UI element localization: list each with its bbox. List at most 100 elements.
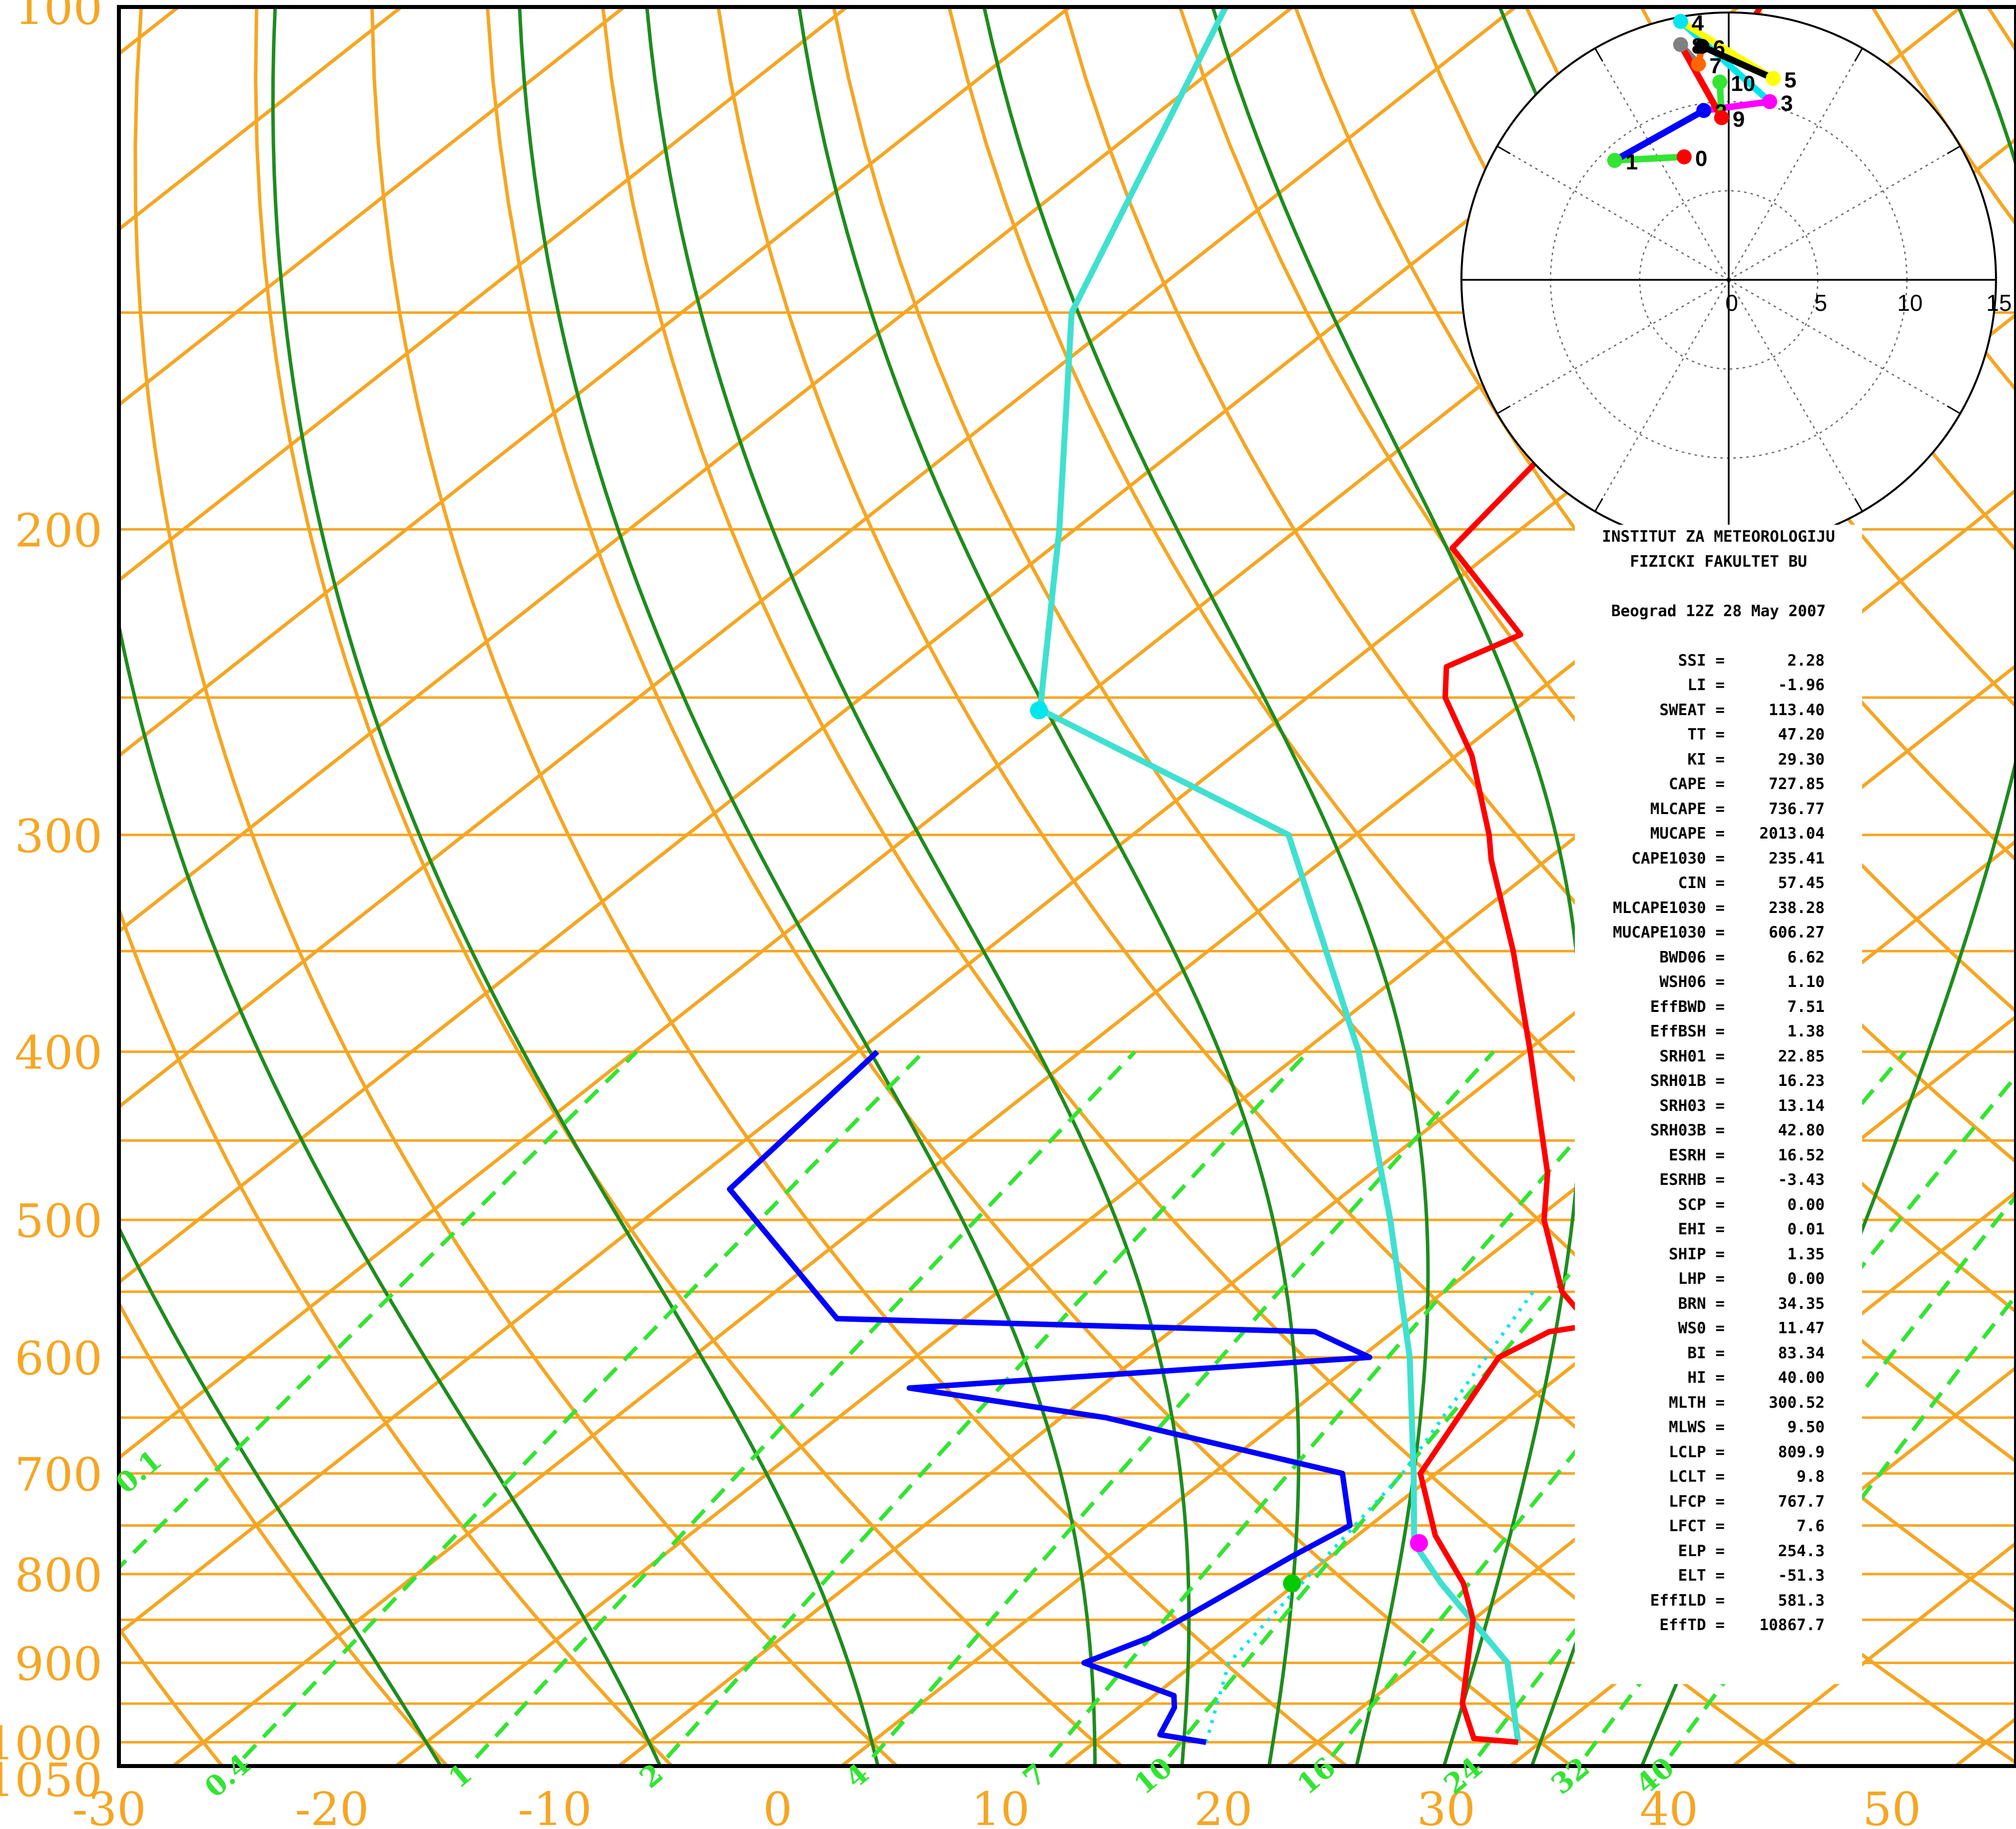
isotherm--30 xyxy=(170,312,2016,1766)
index-value: 767.7 xyxy=(1778,1492,1825,1511)
index-key: EffBSH = xyxy=(1650,1022,1725,1040)
p-tick-label: 600 xyxy=(14,1332,102,1385)
index-value: 16.52 xyxy=(1778,1146,1825,1164)
index-row: MLCAPE1030 = 238.28 xyxy=(1575,896,1862,921)
index-row: CAPE = 727.85 xyxy=(1575,772,1862,797)
hodograph-spoke xyxy=(1728,48,1863,280)
index-value: 11.47 xyxy=(1778,1319,1825,1337)
index-row: WSH06 = 1.10 xyxy=(1575,970,1862,995)
index-value: -3.43 xyxy=(1778,1171,1825,1189)
moist-adiabat--20 xyxy=(119,1224,443,1766)
index-key: EffBWD = xyxy=(1650,997,1725,1016)
hodograph-point xyxy=(1691,56,1706,72)
hodograph-point xyxy=(1694,38,1710,54)
hodograph-spoke xyxy=(1497,279,1729,414)
index-key: KI = xyxy=(1687,750,1725,769)
t-tick-label: -30 xyxy=(72,1783,146,1829)
dry-adiabat-50 xyxy=(716,7,2016,1765)
index-value: 57.45 xyxy=(1778,874,1825,892)
index-key: HI = xyxy=(1687,1369,1725,1387)
index-value: 727.85 xyxy=(1769,775,1825,793)
hodograph: 051015012345678910 xyxy=(1460,11,2012,548)
index-key: CIN = xyxy=(1678,874,1725,892)
index-value: 47.20 xyxy=(1778,726,1825,744)
index-key: SSI = xyxy=(1678,651,1725,670)
index-row: MLCAPE = 736.77 xyxy=(1575,797,1862,822)
hodograph-tick-label: 5 xyxy=(1815,290,1828,316)
hodograph-spoke xyxy=(1728,279,1961,414)
index-value: 2.28 xyxy=(1787,651,1825,670)
moist-adiabat-26 xyxy=(1211,7,1584,1766)
dewpoint-profile-line xyxy=(726,1049,1372,1745)
hodograph-spoke xyxy=(1594,48,1730,280)
index-row: LCLT = 9.8 xyxy=(1575,1465,1862,1490)
index-row: EffILD = 581.3 xyxy=(1575,1589,1862,1614)
mixing-ratio-line-5 xyxy=(1040,1050,1655,1766)
p-tick-label: 700 xyxy=(14,1448,102,1502)
t-tick-label: 10 xyxy=(971,1783,1030,1829)
marker-lfc xyxy=(1410,1534,1428,1552)
index-row: SRH01B = 16.23 xyxy=(1575,1069,1862,1094)
hodograph-spoke xyxy=(1594,279,1730,512)
isotherm--60 xyxy=(119,7,1740,1285)
mixing-ratio-line-1 xyxy=(233,1050,925,1766)
hodograph-tick-label: 15 xyxy=(1986,290,2012,316)
index-row: EffTD = 10867.7 xyxy=(1575,1613,1862,1638)
isotherm--110 xyxy=(119,7,626,407)
plot-frame xyxy=(117,5,2016,1768)
index-key: BI = xyxy=(1687,1344,1725,1362)
dry-adiabat-20 xyxy=(370,7,1349,1766)
p-tick-label: 800 xyxy=(14,1549,102,1602)
index-value: 300.52 xyxy=(1769,1393,1825,1412)
index-row: CIN = 57.45 xyxy=(1575,871,1862,896)
index-value: 581.3 xyxy=(1778,1591,1825,1610)
index-key: EffILD = xyxy=(1650,1591,1725,1610)
index-row: KI = 29.30 xyxy=(1575,748,1862,773)
index-row: ESRH = 16.52 xyxy=(1575,1143,1862,1168)
index-key: MLWS = xyxy=(1669,1418,1725,1436)
index-row: LFCT = 7.6 xyxy=(1575,1514,1862,1539)
index-value: -1.96 xyxy=(1778,676,1825,694)
index-value: 606.27 xyxy=(1769,923,1825,941)
index-value: 254.3 xyxy=(1778,1542,1825,1560)
index-value: 113.40 xyxy=(1769,701,1825,719)
index-value: 83.34 xyxy=(1778,1344,1825,1362)
indices-list: SSI = 2.28 LI = -1.96 SWEAT = 113.40 TT = 47.20… xyxy=(1575,649,1862,1638)
hodograph-point-label: 7 xyxy=(1709,53,1721,78)
hodograph-point xyxy=(1673,37,1688,52)
index-key: SWEAT = xyxy=(1659,701,1725,719)
index-key: ESRHB = xyxy=(1659,1171,1725,1189)
index-value: 1.38 xyxy=(1787,1022,1825,1040)
index-row: WS0 = 11.47 xyxy=(1575,1316,1862,1341)
hodograph-point-label: 0 xyxy=(1695,146,1707,171)
p-tick-label: 500 xyxy=(14,1194,102,1248)
hodograph-point-label: 3 xyxy=(1781,91,1793,115)
index-value: 1.35 xyxy=(1787,1245,1825,1263)
index-row: SRH03 = 13.14 xyxy=(1575,1094,1862,1119)
index-key: EffTD = xyxy=(1659,1616,1725,1634)
dry-adiabat-110 xyxy=(1409,7,2016,863)
hodograph-point xyxy=(1676,149,1692,164)
index-row: SRH01 = 22.85 xyxy=(1575,1044,1862,1069)
index-value: 736.77 xyxy=(1769,800,1825,818)
hodograph-tick xyxy=(1947,405,1961,414)
mixing-ratio-line-2 xyxy=(466,1050,1137,1766)
index-value: 9.8 xyxy=(1797,1468,1825,1486)
index-row: ELT = -51.3 xyxy=(1575,1564,1862,1589)
index-key: ESRH = xyxy=(1669,1146,1725,1164)
hodograph-tick xyxy=(1496,405,1511,414)
index-key: LI = xyxy=(1687,676,1725,694)
index-key: BRN = xyxy=(1678,1294,1725,1313)
index-key: BWD06 = xyxy=(1659,948,1725,966)
hodograph-tick-label: 0 xyxy=(1725,290,1738,316)
dry-adiabat--10 xyxy=(119,904,674,1766)
index-value: 42.80 xyxy=(1778,1121,1825,1139)
index-row: EHI = 0.01 xyxy=(1575,1217,1862,1242)
institute-line: INSTITUT ZA METEOROLOGIJU xyxy=(1602,528,1835,546)
index-key: MLCAPE1030 = xyxy=(1613,899,1725,917)
moist-adiabat--10 xyxy=(119,617,663,1766)
hodograph-segment xyxy=(1677,18,1773,105)
p-tick-label: 300 xyxy=(14,810,102,863)
dry-adiabat-80 xyxy=(1063,7,2016,1314)
index-key: SRH01 = xyxy=(1659,1047,1725,1065)
